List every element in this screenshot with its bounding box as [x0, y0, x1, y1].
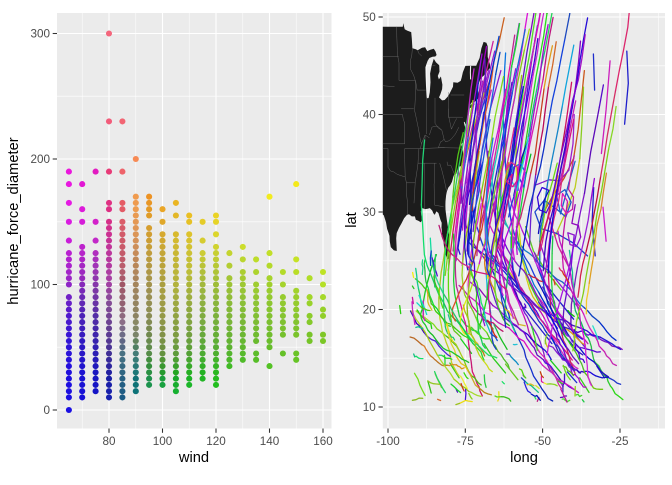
svg-text:hurricane_force_diameter: hurricane_force_diameter	[6, 137, 22, 304]
svg-text:80: 80	[102, 435, 116, 448]
svg-text:20: 20	[363, 304, 377, 317]
svg-text:30: 30	[363, 206, 377, 219]
svg-text:100: 100	[30, 279, 50, 292]
svg-text:300: 300	[30, 28, 50, 41]
svg-text:-100: -100	[376, 435, 400, 448]
svg-text:50: 50	[363, 11, 377, 24]
svg-text:40: 40	[363, 109, 377, 122]
svg-text:160: 160	[313, 435, 333, 448]
svg-text:long: long	[510, 450, 538, 466]
svg-text:100: 100	[153, 435, 173, 448]
svg-text:200: 200	[30, 153, 50, 166]
svg-text:-75: -75	[457, 435, 474, 448]
svg-text:140: 140	[260, 435, 280, 448]
svg-text:0: 0	[43, 404, 50, 417]
svg-text:120: 120	[206, 435, 226, 448]
svg-text:-25: -25	[612, 435, 629, 448]
svg-text:10: 10	[363, 401, 377, 414]
svg-text:-50: -50	[534, 435, 551, 448]
svg-text:wind: wind	[178, 450, 209, 466]
svg-text:lat: lat	[344, 212, 360, 228]
